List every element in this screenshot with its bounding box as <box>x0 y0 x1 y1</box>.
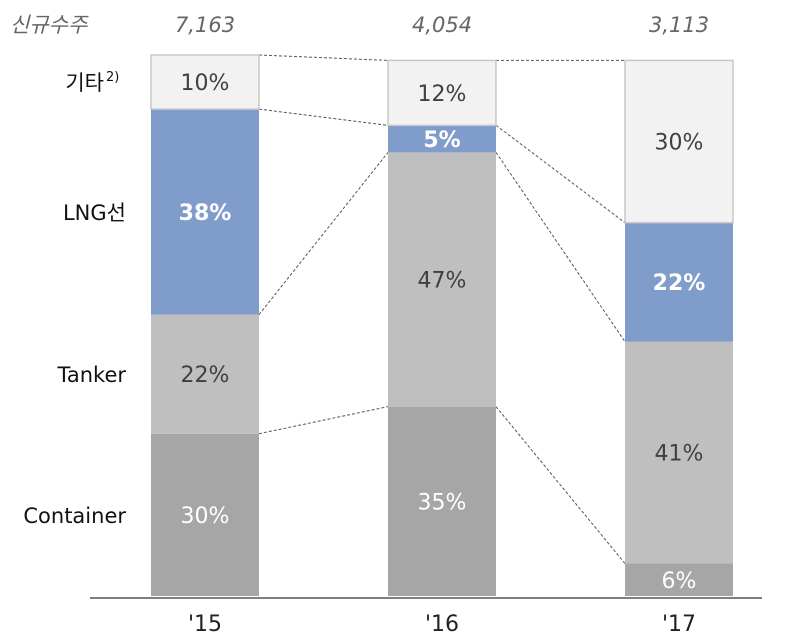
connector-1-3 <box>495 124 626 224</box>
bar-segment-1-1 <box>388 152 496 407</box>
bar-segment-1-0 <box>151 314 259 434</box>
connector-0-1 <box>258 406 389 435</box>
order-total-2: 3,113 <box>649 13 709 37</box>
bar-segment-0-1 <box>388 406 496 596</box>
x-tick-label-0: '15 <box>188 612 222 637</box>
series-label-2: LNG선 <box>63 201 126 225</box>
data-label-2-0: 38% <box>179 201 232 226</box>
data-label-1-0: 22% <box>181 363 230 388</box>
series-label-3: 기타 <box>65 71 104 95</box>
bar-segment-2-1 <box>388 125 496 153</box>
order-totals: 신규수주 7,163 4,054 3,113 <box>10 13 709 37</box>
x-tick-label-1: '16 <box>425 612 459 637</box>
segment-labels: 30% 22% 38% 10% 35% 47% 5% 12% 6% 41% 22% 30% <box>179 71 706 594</box>
series-label-0: Container <box>23 504 126 528</box>
series-label-1: Tanker <box>57 363 127 387</box>
bar-segment-1-2 <box>625 341 733 564</box>
connector-0-2 <box>258 152 389 315</box>
data-label-3-0: 10% <box>181 71 230 96</box>
data-label-0-2: 6% <box>662 569 697 594</box>
bars <box>150 54 734 596</box>
bar-segment-2-0 <box>151 109 259 315</box>
order-total-0: 7,163 <box>175 13 235 37</box>
connector-0-4 <box>258 54 389 61</box>
data-label-2-2: 22% <box>653 271 706 296</box>
data-label-2-1: 5% <box>423 128 460 153</box>
data-label-1-2: 41% <box>655 442 704 467</box>
data-label-1-1: 47% <box>418 269 467 294</box>
x-tick-label-2: '17 <box>662 612 696 637</box>
bar-segment-2-2 <box>625 222 733 342</box>
connector-1-2 <box>495 152 626 343</box>
order-total-1: 4,054 <box>412 13 472 37</box>
series-labels: Container Tanker LNG선 기타 2) <box>23 70 126 528</box>
bar-segment-3-1 <box>387 59 497 127</box>
connector-0-3 <box>258 108 389 126</box>
connector-lines <box>258 54 626 564</box>
bar-segment-0-0 <box>151 433 259 596</box>
bar-segment-3-2 <box>624 59 734 224</box>
data-label-0-0: 30% <box>181 504 230 529</box>
connector-1-1 <box>495 406 626 564</box>
bar-segment-0-2 <box>625 563 733 596</box>
data-label-3-2: 30% <box>655 131 704 156</box>
series-label-sup-3: 2) <box>106 70 119 85</box>
x-axis-ticks: '15 '16 '17 <box>188 612 696 637</box>
data-label-3-1: 12% <box>418 82 467 107</box>
data-label-0-1: 35% <box>418 490 467 515</box>
bar-segment-3-0 <box>150 54 260 110</box>
header-label: 신규수주 <box>10 13 89 37</box>
